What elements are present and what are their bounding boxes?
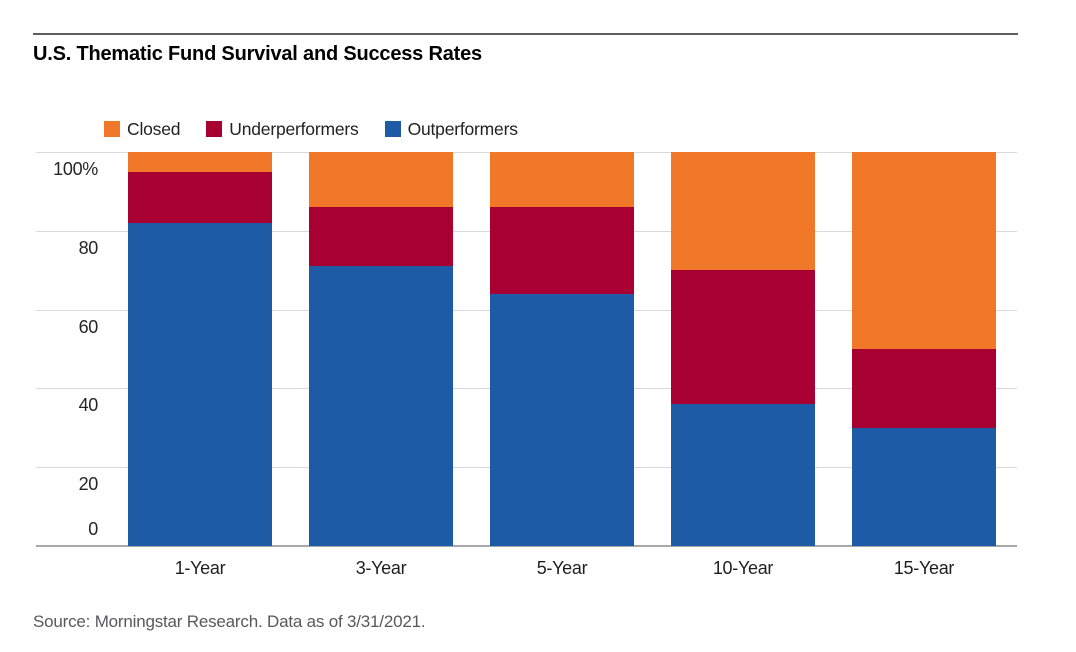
legend-item-outperformers: Outperformers [384,118,518,140]
bar-3-year [309,152,453,546]
bar-segment-outperformers-15-year [852,427,996,546]
legend: Closed Underperformers Outperformers [104,118,544,140]
bar-segment-underperformers-5-year [490,207,634,294]
bar-segment-underperformers-1-year [128,171,272,223]
bar-10-year [671,152,815,546]
y-axis-tick-80: 80 [78,237,99,258]
x-axis-label-1-year: 1-Year [174,558,226,578]
legend-label: Underperformers [229,118,359,139]
legend-label: Outperformers [407,118,518,139]
bar-segment-outperformers-5-year [490,293,634,546]
legend-swatch-closed [104,121,120,137]
source-note: Source: Morningstar Research. Data as of… [33,612,426,631]
y-axis-tick-60: 60 [78,316,99,337]
x-axis-label-10-year: 10-Year [712,558,774,578]
bar-segment-underperformers-3-year [309,207,453,267]
bar-segment-closed-3-year [309,152,453,208]
x-axis-label-3-year: 3-Year [355,558,407,578]
y-axis-tick-20: 20 [78,474,99,495]
bar-segment-underperformers-10-year [671,270,815,405]
bar-segment-closed-10-year [671,152,815,271]
plot-area: 100% 80 60 40 20 0 1-Year 3-Year 5-Year 10-Year 15… [36,152,1017,578]
legend-swatch-underperformers [206,121,223,137]
bar-segment-closed-5-year [490,152,634,208]
x-axis-label-15-year: 15-Year [893,558,955,578]
bar-1-year [128,152,272,546]
bar-segment-closed-15-year [852,152,996,349]
header-rule [33,33,1018,35]
legend-swatch-outperformers [384,121,401,137]
bar-segment-closed-1-year [128,152,272,172]
x-axis-baseline [36,545,1017,547]
y-axis-tick-40: 40 [78,395,99,416]
bar-segment-outperformers-3-year [309,266,453,546]
legend-label: Closed [127,118,181,139]
x-axis-label-5-year: 5-Year [536,558,588,578]
y-axis-tick-0: 0 [88,519,98,539]
bar-segment-underperformers-15-year [852,349,996,428]
bar-15-year [852,152,996,546]
chart-title: U.S. Thematic Fund Survival and Success … [33,43,482,65]
bar-segment-outperformers-10-year [671,404,815,546]
legend-item-closed: Closed [104,119,180,140]
bar-segment-outperformers-1-year [128,222,272,546]
y-axis-tick-100: 100% [53,159,98,179]
bar-5-year [490,152,634,546]
legend-item-underperformers: Underperformers [206,118,359,140]
